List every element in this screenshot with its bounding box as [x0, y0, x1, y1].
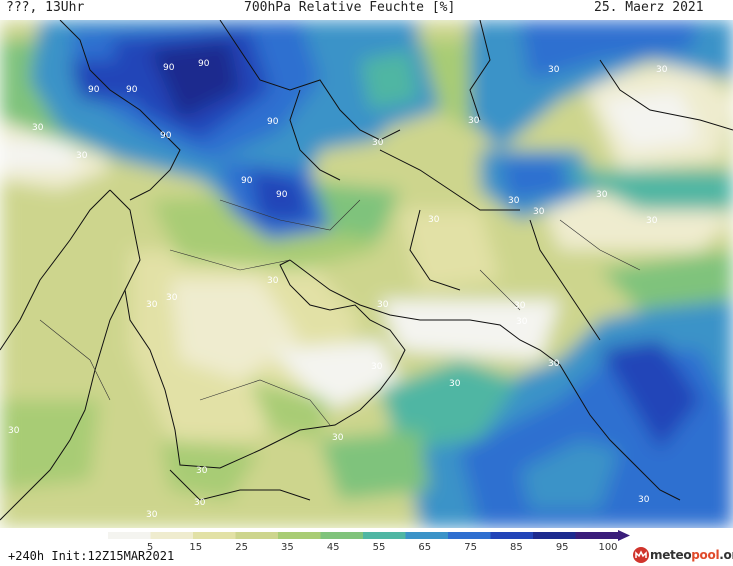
legend-tick-label: 25 — [235, 542, 248, 553]
legend-swatch — [405, 532, 449, 539]
contour-label: 30 — [514, 301, 526, 311]
contour-label: 30 — [8, 426, 20, 436]
logo-text: meteopool.org — [650, 548, 733, 562]
legend-tick-label: 15 — [189, 542, 203, 553]
contour-label: 30 — [533, 207, 545, 217]
forecast-date: 25. Maerz 2021 — [594, 0, 704, 15]
contour-label: 90 — [267, 117, 279, 127]
contour-label: 30 — [146, 300, 158, 310]
legend-ticks: 5 15 25 35 45 55 65 75 85 95 100 — [0, 542, 733, 556]
legend-arrow — [618, 530, 630, 541]
contour-label: 30 — [516, 317, 528, 327]
legend-tick-label: 95 — [555, 542, 569, 553]
legend-swatch — [108, 532, 151, 539]
legend-tick-label: 55 — [372, 542, 386, 553]
humidity-field — [0, 20, 733, 528]
legend-tick-label: 35 — [281, 542, 294, 553]
legend-swatch — [278, 532, 321, 539]
legend-swatch — [150, 532, 194, 539]
contour-label: 90 — [276, 190, 288, 200]
contour-label: 30 — [377, 300, 389, 310]
contour-label: 30 — [468, 116, 480, 126]
contour-label: 30 — [428, 215, 440, 225]
contour-label: 30 — [146, 510, 158, 520]
contour-label: 30 — [548, 65, 560, 75]
contour-label: 30 — [646, 216, 658, 226]
color-legend — [108, 530, 630, 541]
humidity-map: 90 90 90 90 90 90 90 90 30 30 30 30 30 3… — [0, 20, 733, 528]
legend-swatch — [448, 532, 491, 539]
contour-label: 30 — [32, 123, 44, 133]
header: ???, 13Uhr 700hPa Relative Feuchte [%] 2… — [0, 0, 733, 20]
legend-tick-label: 75 — [464, 542, 477, 553]
contour-label: 30 — [194, 498, 206, 508]
chart-title: 700hPa Relative Feuchte [%] — [244, 0, 456, 15]
contour-label: 30 — [332, 433, 344, 443]
contour-label: 90 — [198, 59, 210, 69]
contour-label: 30 — [508, 196, 520, 206]
contour-label: 30 — [371, 362, 383, 372]
contour-label: 30 — [166, 293, 178, 303]
logo-icon — [633, 547, 649, 563]
contour-label: 30 — [548, 359, 560, 369]
legend-swatch — [193, 532, 236, 539]
contour-label: 90 — [241, 176, 253, 186]
legend-swatch — [575, 532, 619, 539]
contour-label: 30 — [656, 65, 668, 75]
init-time: +240h Init:12Z15MAR2021 — [8, 549, 175, 563]
contour-label: 30 — [638, 495, 650, 505]
contour-label: 90 — [160, 131, 172, 141]
contour-labels: 90 90 90 90 90 90 90 90 30 30 30 30 30 3… — [8, 59, 668, 520]
legend-swatch — [490, 532, 534, 539]
meteopool-logo[interactable]: meteopool.org — [632, 546, 733, 564]
contour-label: 30 — [449, 379, 461, 389]
contour-label: 90 — [88, 85, 100, 95]
legend-swatch — [363, 532, 406, 539]
contour-label: 30 — [372, 138, 384, 148]
forecast-time: ???, 13Uhr — [6, 0, 85, 15]
legend-tick-label: 85 — [510, 542, 523, 553]
legend-tick-label: 45 — [326, 542, 340, 553]
country-borders — [39, 199, 641, 426]
contour-label: 90 — [163, 63, 175, 73]
contour-label: 30 — [596, 190, 608, 200]
legend-tick-label: 100 — [598, 542, 618, 553]
legend-swatch — [533, 532, 576, 539]
legend-swatch — [320, 532, 364, 539]
contour-label: 90 — [126, 85, 138, 95]
coastlines — [0, 20, 733, 521]
contour-label: 30 — [267, 276, 279, 286]
legend-tick-label: 65 — [418, 542, 432, 553]
legend-tick-label: 5 — [146, 542, 154, 553]
contour-label: 30 — [196, 466, 208, 476]
contour-label: 30 — [76, 151, 88, 161]
legend-swatch — [235, 532, 279, 539]
